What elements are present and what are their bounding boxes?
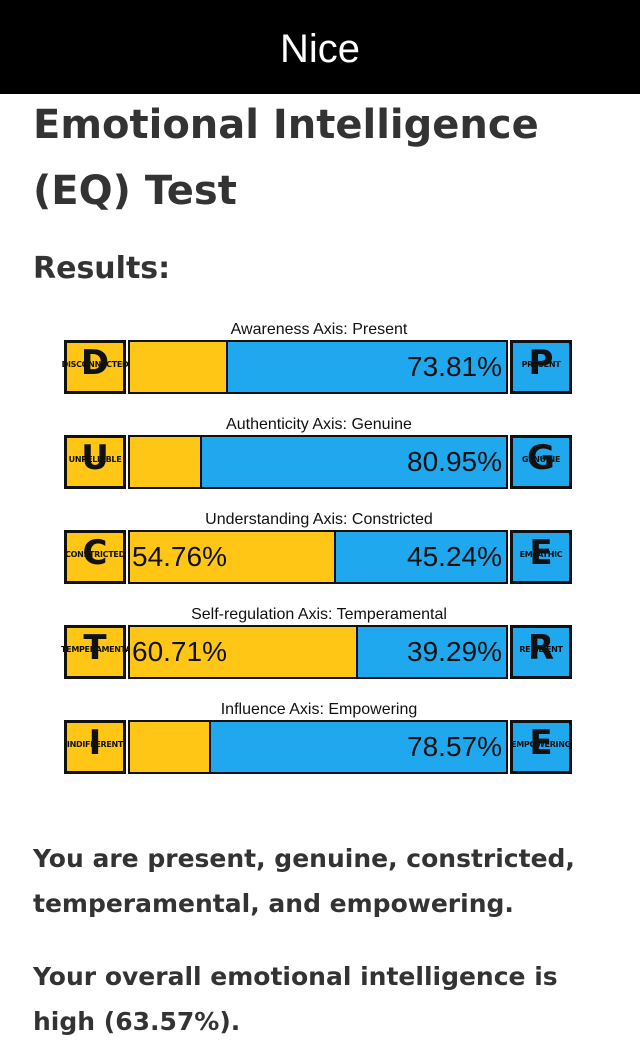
page-title: Emotional Intelligence (EQ) Test <box>33 102 539 214</box>
axis-bar: 78.57% <box>128 720 508 774</box>
right-pole-label: RESILIENT <box>519 645 563 654</box>
axis-row: Self-regulation Axis: Temperamental T TE… <box>61 605 576 695</box>
axis-title: Influence Axis: Empowering <box>220 701 418 718</box>
right-percentage: 39.29% <box>407 636 502 667</box>
right-percentage: 80.95% <box>407 446 502 477</box>
left-pole-badge: C <box>64 530 126 584</box>
axis-title: Self-regulation Axis: Temperamental <box>191 606 447 623</box>
left-pole-label: UNRELIABLE <box>68 455 122 464</box>
right-pole-badge: E <box>510 720 572 774</box>
axis-title: Understanding Axis: Constricted <box>205 511 433 528</box>
left-pole-badge: T <box>64 625 126 679</box>
left-pole-letter: C <box>82 533 108 573</box>
axis-row: Awareness Axis: Present D DISCONNECTED 7… <box>62 320 576 410</box>
left-pole-label: INDIFFERENT <box>66 740 124 749</box>
right-pole-label: PRESENT <box>521 360 561 369</box>
right-pole-badge: E <box>510 530 572 584</box>
right-pole-label: EMPOWERING <box>511 740 571 749</box>
results-heading: Results: <box>33 251 171 286</box>
right-pole-letter: G <box>527 438 555 478</box>
axis-bar: 73.81% <box>128 340 508 394</box>
left-percentage: 60.71% <box>132 636 227 667</box>
axis-bar: 54.76% 45.24% <box>128 530 508 584</box>
axis-row: Influence Axis: Empowering I INDIFFERENT… <box>62 700 576 790</box>
axis-bar: 80.95% <box>128 435 508 489</box>
right-pole-letter: R <box>527 628 555 668</box>
top-bar: Nice <box>0 0 640 94</box>
left-pole-letter: T <box>83 628 107 668</box>
right-pole-letter: E <box>529 723 553 763</box>
left-pole-badge: U <box>64 435 126 489</box>
left-bar-fill <box>130 437 202 487</box>
right-percentage: 73.81% <box>407 351 502 382</box>
right-pole-letter: P <box>528 343 554 383</box>
left-bar-fill <box>130 627 359 677</box>
axis-row: Understanding Axis: Constricted C CONSTR… <box>62 510 576 600</box>
axis-title: Awareness Axis: Present <box>230 321 408 338</box>
right-percentage: 78.57% <box>407 731 502 762</box>
right-pole-letter: E <box>529 533 553 573</box>
left-pole-letter: I <box>88 723 102 763</box>
left-percentage: 54.76% <box>132 541 227 572</box>
overall-score: Your overall emotional intelligence is h… <box>33 962 558 1036</box>
left-pole-label: DISCONNECTED <box>61 360 129 369</box>
left-pole-letter: D <box>80 343 110 383</box>
axis-title: Authenticity Axis: Genuine <box>226 416 412 433</box>
left-bar-fill <box>130 532 336 582</box>
right-pole-label: EMPATHIC <box>519 550 563 559</box>
axis-row: Authenticity Axis: Genuine U UNRELIABLE … <box>62 415 576 505</box>
left-pole-label: CONSTRICTED <box>65 550 125 559</box>
top-bar-title: Nice <box>279 27 361 71</box>
left-pole-label: TEMPERAMENTAL <box>61 645 136 654</box>
left-pole-badge: I <box>64 720 126 774</box>
left-pole-badge: D <box>64 340 126 394</box>
axis-bar: 60.71% 39.29% <box>128 625 508 679</box>
left-bar-fill <box>130 342 229 392</box>
right-pole-badge: G <box>510 435 572 489</box>
right-pole-badge: P <box>510 340 572 394</box>
right-pole-badge: R <box>510 625 572 679</box>
left-bar-fill <box>130 722 211 772</box>
left-pole-letter: U <box>81 438 109 478</box>
right-percentage: 45.24% <box>407 541 502 572</box>
right-pole-label: GENUINE <box>521 455 561 464</box>
results-summary: You are present, genuine, constricted, t… <box>33 844 575 918</box>
